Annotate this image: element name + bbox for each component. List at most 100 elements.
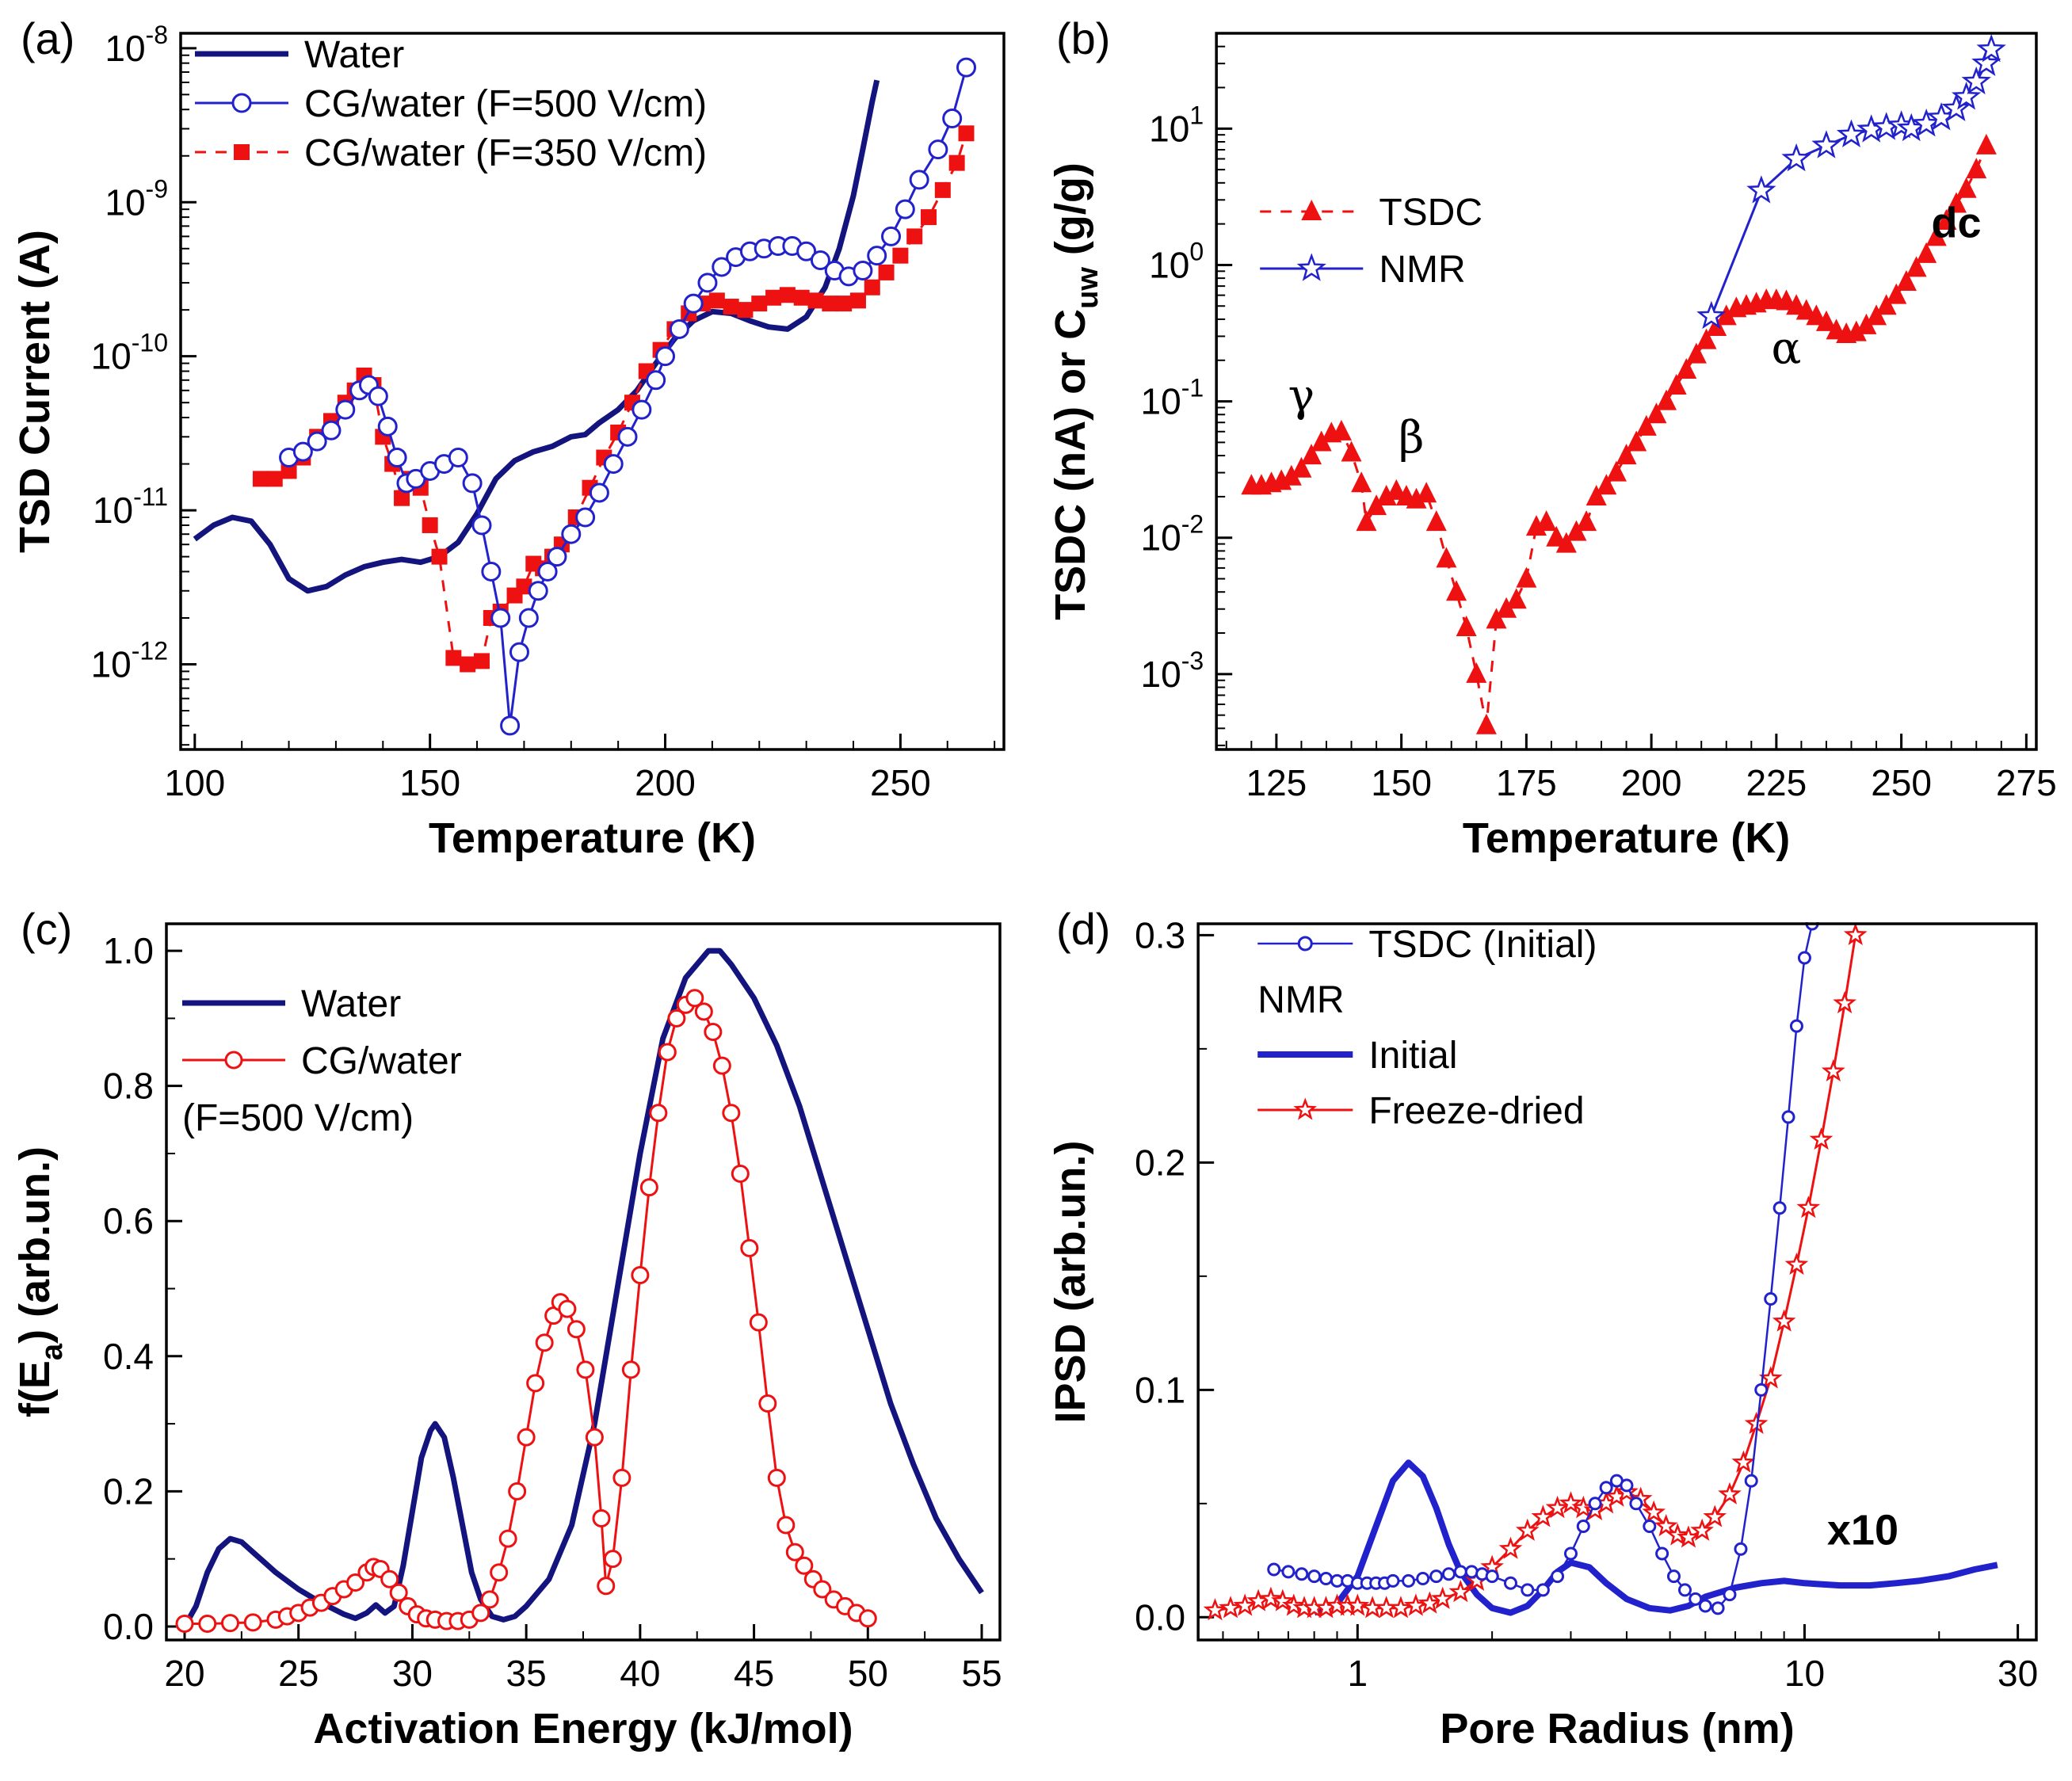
- svg-text:10-3: 10-3: [1141, 646, 1204, 695]
- tick-labels: 20 25 30 35 40 45 50 55 0.0 0.2 0.4 0.6 0.8 1.0: [103, 930, 1002, 1694]
- panel-a-chart: 100 150 200 250 10-12 10-11 10-10 10-9 10-8 Tempe…: [11, 21, 1005, 862]
- svg-text:Water: Water: [304, 34, 404, 76]
- svg-text:100: 100: [164, 762, 225, 803]
- axis-ticks: [166, 949, 983, 1640]
- panel-d-letter: (d): [1056, 904, 1111, 954]
- series-freeze-dried-nmr-: [1203, 922, 1868, 1621]
- svg-text:225: 225: [1746, 762, 1807, 803]
- panel-c-letter: (c): [21, 904, 73, 954]
- svg-text:Freeze-dried: Freeze-dried: [1368, 1090, 1584, 1132]
- series-tsdc: [1241, 133, 1997, 734]
- svg-text:0.2: 0.2: [103, 1470, 154, 1512]
- plot-frame: [179, 32, 1005, 751]
- panel-c-chart: 20 25 30 35 40 45 50 55 0.0 0.2 0.4 0.6 0.8 1.0 Activa…: [11, 922, 1002, 1752]
- annotation-x10: x10: [1827, 1506, 1898, 1554]
- axis-ticks: [181, 47, 996, 749]
- svg-text:250: 250: [1871, 762, 1932, 803]
- svg-text:275: 275: [1996, 762, 2057, 803]
- svg-text:200: 200: [1621, 762, 1682, 803]
- svg-text:TSDC (Initial): TSDC (Initial): [1368, 924, 1597, 966]
- tick-labels: 125 150 175 200 225 250 275 10-3 10-2 10-1 100 101: [1141, 101, 2057, 803]
- series-water: [181, 948, 984, 1628]
- svg-text:45: 45: [734, 1653, 774, 1694]
- annotation-β: β: [1399, 412, 1424, 463]
- panel-d: 1 10 30 0.0 0.1 0.2 0.3 Pore Radius (nm) IPSD (a…: [1036, 890, 2072, 1781]
- panel-d-chart: 1 10 30 0.0 0.1 0.2 0.3 Pore Radius (nm) IPSD (a…: [1047, 914, 2038, 1752]
- svg-text:0.1: 0.1: [1135, 1369, 1185, 1410]
- svg-text:20: 20: [164, 1653, 204, 1694]
- svg-text:10-12: 10-12: [91, 637, 168, 685]
- annotation-dc: dc: [1931, 199, 1981, 246]
- svg-text:55: 55: [961, 1653, 1002, 1694]
- svg-text:0.2: 0.2: [1135, 1142, 1185, 1183]
- svg-text:125: 125: [1246, 762, 1307, 803]
- svg-text:CG/water (F=350 V/cm): CG/water (F=350 V/cm): [304, 132, 707, 174]
- legend: Water CG/water (F=500 V/cm) CG/water (F=35…: [195, 34, 707, 174]
- legend: TSDC NMR: [1260, 192, 1482, 291]
- svg-text:10-1: 10-1: [1141, 374, 1204, 422]
- svg-text:0.8: 0.8: [103, 1066, 154, 1107]
- x-axis-title: Pore Radius (nm): [1440, 1705, 1794, 1752]
- annotation-γ: γ: [1288, 371, 1315, 422]
- panel-b-chart: 125 150 175 200 225 250 275 10-3 10-2 10-1 100 101 T…: [1047, 32, 2057, 862]
- svg-text:30: 30: [392, 1653, 433, 1694]
- series-cg-water-f-500-v-cm-: [279, 57, 977, 736]
- y-axis-title: TSDC (nA) or Cuw (g/g): [1047, 162, 1105, 620]
- svg-text:10-11: 10-11: [93, 482, 168, 531]
- svg-text:0.6: 0.6: [103, 1200, 154, 1241]
- svg-text:0.4: 0.4: [103, 1336, 154, 1377]
- svg-text:NMR: NMR: [1257, 979, 1344, 1021]
- svg-text:175: 175: [1496, 762, 1557, 803]
- svg-text:0.3: 0.3: [1135, 914, 1185, 955]
- svg-text:200: 200: [635, 762, 696, 803]
- x-axis-title: Temperature (K): [1463, 814, 1790, 862]
- panel-b-letter: (b): [1056, 13, 1111, 63]
- axis-ticks: [1216, 45, 2028, 749]
- svg-text:10-8: 10-8: [105, 21, 168, 69]
- series-initial-nmr-: [1313, 1459, 1998, 1616]
- svg-text:1: 1: [1347, 1653, 1368, 1694]
- svg-text:150: 150: [1371, 762, 1432, 803]
- plot-frame: [1196, 922, 2038, 1642]
- svg-text:10-10: 10-10: [91, 329, 168, 377]
- tick-labels: 100 150 200 250 10-12 10-11 10-10 10-9 10-8: [91, 21, 931, 803]
- series-cg-water-f-500-v-cm-: [175, 989, 877, 1634]
- x-axis-title: Temperature (K): [429, 814, 756, 862]
- svg-text:Initial: Initial: [1368, 1035, 1457, 1077]
- svg-text:35: 35: [506, 1653, 547, 1694]
- svg-text:50: 50: [848, 1653, 888, 1694]
- y-axis-title: IPSD (arb.un.): [1047, 1141, 1094, 1424]
- svg-text:CG/water (F=500 V/cm): CG/water (F=500 V/cm): [304, 83, 707, 125]
- tick-labels: 1 10 30 0.0 0.1 0.2 0.3: [1135, 914, 2038, 1694]
- panel-b: 125 150 175 200 225 250 275 10-3 10-2 10-1 100 101 T…: [1036, 0, 2072, 890]
- series-tsdc-initial-: [1267, 922, 1819, 1615]
- legend: TSDC (Initial) NMR Initial Freeze-dried: [1257, 924, 1597, 1132]
- plot-frame: [165, 922, 1002, 1642]
- svg-text:TSDC: TSDC: [1379, 192, 1482, 234]
- svg-text:0.0: 0.0: [103, 1606, 154, 1647]
- legend: Water CG/water (F=500 V/cm): [182, 983, 462, 1139]
- svg-text:CG/water: CG/water: [301, 1040, 462, 1082]
- svg-text:Water: Water: [301, 983, 401, 1025]
- svg-text:250: 250: [870, 762, 931, 803]
- svg-text:101: 101: [1149, 101, 1204, 149]
- panel-c: 20 25 30 35 40 45 50 55 0.0 0.2 0.4 0.6 0.8 1.0 Activa…: [0, 890, 1036, 1781]
- svg-text:150: 150: [399, 762, 460, 803]
- svg-text:1.0: 1.0: [103, 930, 154, 971]
- svg-text:100: 100: [1149, 237, 1204, 285]
- annotation-α: α: [1772, 323, 1802, 375]
- y-axis-title: TSD Current (A): [11, 230, 59, 553]
- panel-a-letter: (a): [21, 13, 75, 63]
- svg-text:10-9: 10-9: [105, 174, 168, 223]
- axis-ticks: [1198, 933, 2020, 1640]
- svg-text:0.0: 0.0: [1135, 1596, 1185, 1638]
- plot-frame: [1215, 32, 2038, 751]
- series-nmr: [1696, 33, 2006, 330]
- svg-text:10-2: 10-2: [1141, 510, 1204, 559]
- panel-a: 100 150 200 250 10-12 10-11 10-10 10-9 10-8 Tempe…: [0, 0, 1036, 890]
- x-axis-title: Activation Energy (kJ/mol): [313, 1705, 853, 1752]
- series-water: [193, 79, 880, 594]
- svg-text:NMR: NMR: [1379, 249, 1465, 291]
- svg-text:40: 40: [620, 1653, 660, 1694]
